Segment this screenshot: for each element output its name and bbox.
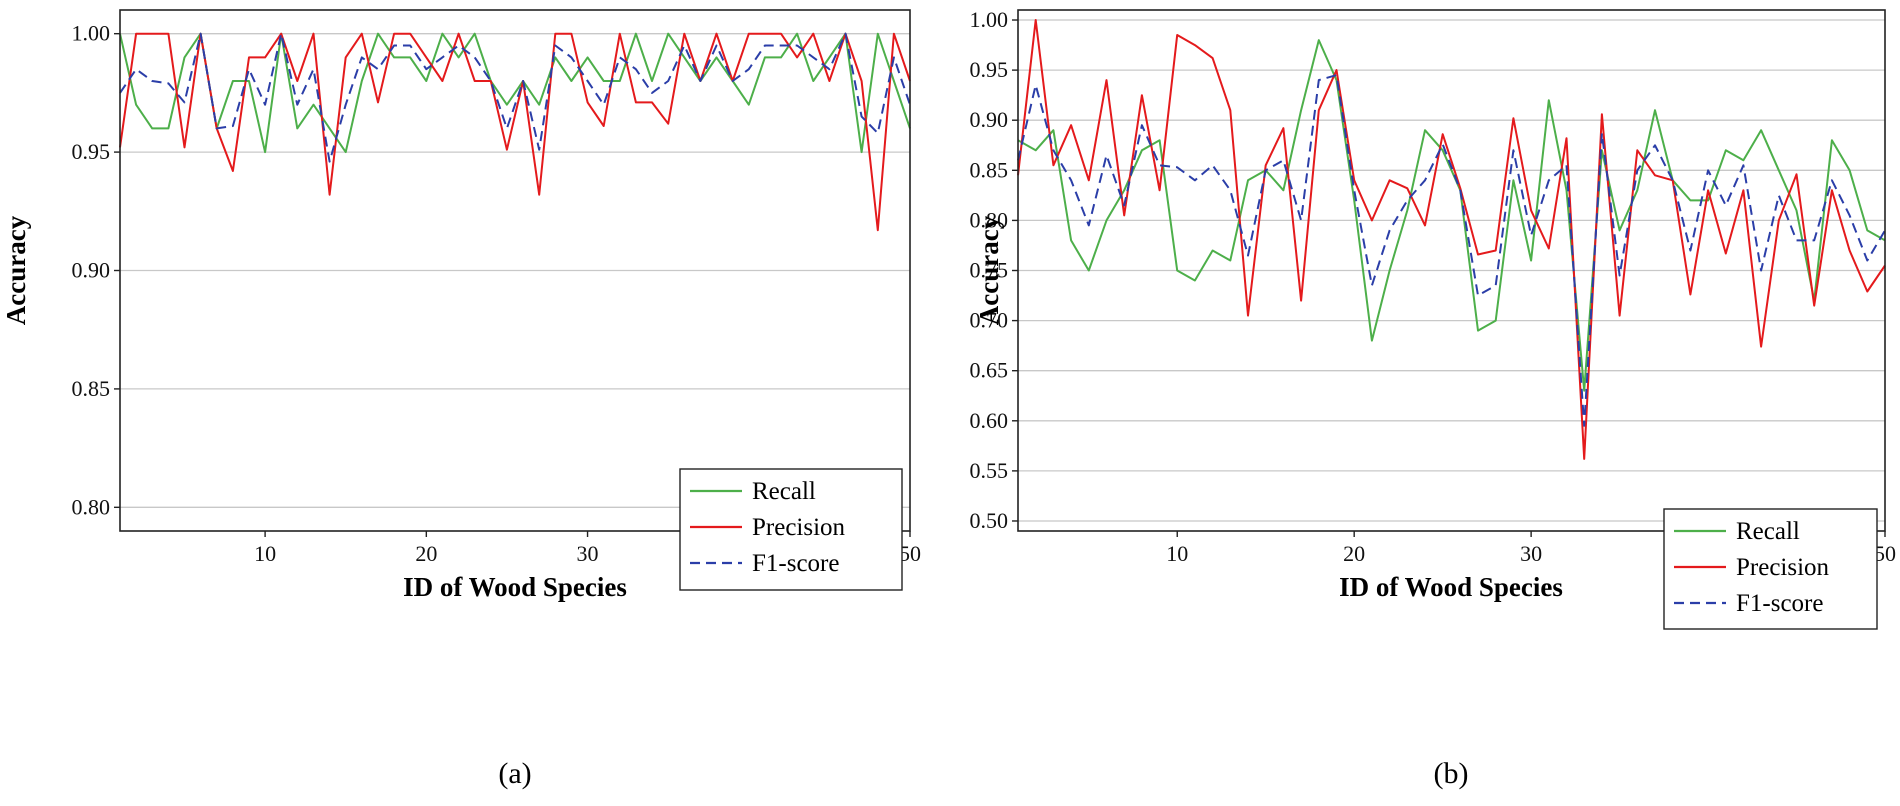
y-tick-label: 0.80 — [72, 494, 111, 519]
series-line-f1-score — [119, 32, 911, 163]
y-tick-label: 1.00 — [970, 7, 1009, 32]
legend-box — [1663, 508, 1878, 630]
y-tick-label: 0.60 — [970, 408, 1009, 433]
legend-label: Precision — [752, 514, 846, 541]
y-axis-title: Accuracy — [974, 215, 1004, 325]
legend: Recall Precision F1-score — [679, 468, 903, 591]
x-tick-label: 10 — [1166, 541, 1188, 566]
y-tick-label: 0.80 — [970, 207, 1009, 232]
y-axis-title: Accuracy — [1, 215, 31, 325]
x-axis-title: ID of Wood Species — [1339, 572, 1563, 602]
x-tick-label: 50 — [1874, 541, 1896, 566]
y-tick-label: 0.50 — [970, 508, 1009, 533]
y-tick-label: 0.55 — [970, 458, 1009, 483]
y-tick-label: 0.85 — [970, 157, 1009, 182]
y-tick-label: 0.95 — [72, 139, 111, 164]
series-line-precision — [119, 32, 911, 232]
y-tick-label: 0.70 — [970, 308, 1009, 333]
legend-label: F1-score — [752, 550, 839, 577]
panel-label: (b) — [1434, 757, 1469, 790]
y-tick-label: 0.65 — [970, 358, 1009, 383]
series-line-recall — [119, 32, 911, 154]
series-line-f1-score — [1017, 74, 1886, 427]
x-tick-label: 20 — [1343, 541, 1365, 566]
y-tick-label: 0.90 — [72, 258, 111, 283]
y-tick-label: 0.75 — [970, 258, 1009, 283]
x-tick-label: 20 — [415, 541, 437, 566]
legend-label: F1-score — [1736, 590, 1823, 617]
legend-label: Recall — [1736, 518, 1800, 545]
x-tick-label: 30 — [1520, 541, 1542, 566]
legend-label: Recall — [752, 478, 816, 505]
x-tick-label: 50 — [899, 541, 921, 566]
legend-box — [679, 468, 903, 591]
series-line-precision — [1017, 19, 1886, 460]
legend: Recall Precision F1-score — [1663, 508, 1878, 630]
x-tick-label: 10 — [254, 541, 276, 566]
chart-panel-b: 0.50 0.55 0.60 0.65 0.70 0.75 0.80 0.85 0.90 0.95… — [970, 7, 1897, 790]
y-tick-label: 0.90 — [970, 107, 1009, 132]
x-tick-label: 30 — [577, 541, 599, 566]
chart-panel-a: 0.800.850.900.951.001020304050ID of Wood… — [1, 9, 921, 790]
series-line-recall — [1017, 39, 1886, 392]
y-tick-label: 0.85 — [72, 376, 111, 401]
y-tick-label: 0.95 — [970, 57, 1009, 82]
y-tick-label: 1.00 — [72, 21, 111, 46]
panel-label: (a) — [498, 757, 531, 790]
x-axis-title: ID of Wood Species — [403, 572, 627, 602]
legend-label: Precision — [1736, 554, 1830, 581]
